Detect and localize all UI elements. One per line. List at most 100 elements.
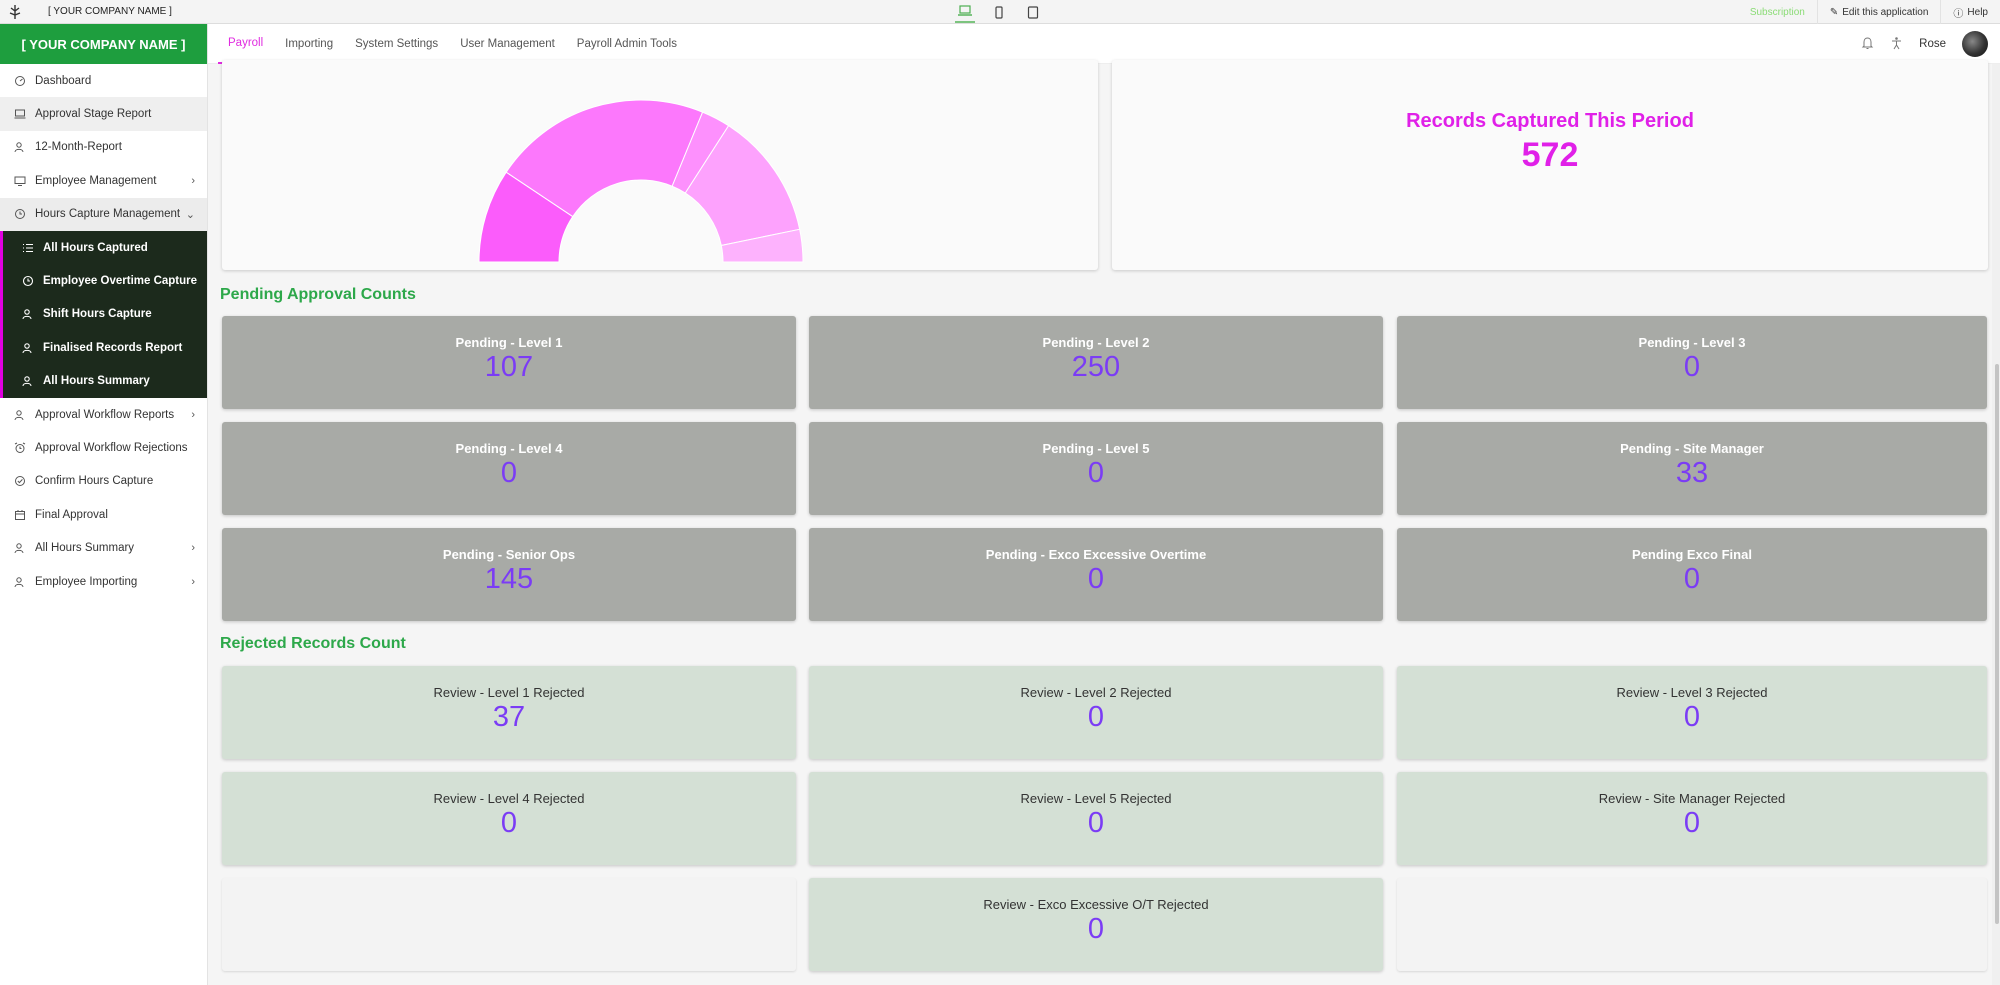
- rejected-tile[interactable]: Review - Level 1 Rejected 37: [222, 666, 796, 759]
- sidebar-item-approval-stage-report[interactable]: Approval Stage Report: [0, 97, 207, 131]
- accessibility-icon[interactable]: [1890, 36, 1903, 53]
- rejected-tile[interactable]: Review - Level 4 Rejected 0: [222, 772, 796, 865]
- rejected-tile[interactable]: Review - Exco Excessive O/T Rejected 0: [809, 878, 1383, 971]
- tile-value: 33: [1675, 457, 1709, 489]
- sidebar-item-final-approval[interactable]: Final Approval: [0, 498, 207, 531]
- tile-value: 107: [484, 351, 534, 383]
- sidebar-item-label: Hours Capture Management: [35, 208, 181, 221]
- half-donut-chart: [478, 99, 804, 263]
- tile-value: 37: [492, 701, 526, 733]
- tab-payroll[interactable]: Payroll: [218, 24, 274, 64]
- tile-value: 0: [1087, 807, 1105, 839]
- tile-label: Pending - Level 4: [455, 441, 563, 456]
- help-link[interactable]: ⓘ Help: [1940, 0, 2000, 24]
- pending-tile[interactable]: Pending - Senior Ops 145: [222, 528, 796, 621]
- tab-importing[interactable]: Importing: [285, 37, 334, 50]
- page-scrollbar[interactable]: [1992, 64, 2000, 985]
- records-value: 572: [1521, 136, 1579, 174]
- hours-capture-submenu: All Hours Captured Employee Overtime Cap…: [0, 230, 207, 398]
- tab-payroll-admin-tools[interactable]: Payroll Admin Tools: [576, 37, 677, 50]
- tab-user-management[interactable]: User Management: [460, 37, 555, 50]
- phone-icon[interactable]: [989, 1, 1009, 23]
- laptop-icon[interactable]: [955, 1, 975, 23]
- chart-slice[interactable]: [505, 99, 704, 218]
- sidebar-subitem-employee-overtime-capture[interactable]: Employee Overtime Capture: [3, 264, 207, 297]
- users-icon: [22, 342, 34, 354]
- tile-label: Review - Level 1 Rejected: [433, 685, 585, 700]
- sidebar-item-employee-importing[interactable]: Employee Importing ›: [0, 565, 207, 598]
- tile-label: Pending - Level 3: [1638, 335, 1746, 350]
- sidebar-item-label: 12-Month-Report: [35, 141, 122, 154]
- tile-value: 0: [1683, 807, 1701, 839]
- tile-label: Review - Site Manager Rejected: [1598, 791, 1786, 806]
- tile-value: 250: [1071, 351, 1121, 383]
- pending-tile[interactable]: Pending - Level 1 107: [222, 316, 796, 409]
- pending-tile[interactable]: Pending - Level 2 250: [809, 316, 1383, 409]
- sidebar-item-label: Confirm Hours Capture: [35, 475, 154, 488]
- sidebar-item-confirm-hours-capture[interactable]: Confirm Hours Capture: [0, 465, 207, 498]
- device-switcher: [955, 0, 1043, 24]
- sidebar-item-approval-workflow-rejections[interactable]: Approval Workflow Rejections: [0, 431, 207, 464]
- sidebar-subitem-finalised-records-report[interactable]: Finalised Records Report: [3, 331, 207, 364]
- sidebar-item-label: Employee Importing: [35, 575, 138, 588]
- sidebar-subitem-shift-hours-capture[interactable]: Shift Hours Capture: [3, 298, 207, 331]
- scrollbar-thumb[interactable]: [1995, 364, 1999, 924]
- top-bar: [ YOUR COMPANY NAME ] Subscription ✎ Edi…: [0, 0, 2000, 24]
- pending-tile[interactable]: Pending - Site Manager 33: [1397, 422, 1987, 515]
- sidebar-item-dashboard[interactable]: Dashboard: [0, 64, 207, 97]
- rejected-section-title: Rejected Records Count: [220, 635, 406, 652]
- app-logo-icon[interactable]: [0, 0, 30, 24]
- sidebar-item-all-hours-summary[interactable]: All Hours Summary ›: [0, 531, 207, 564]
- empty-tile: [222, 878, 796, 971]
- tablet-icon[interactable]: [1023, 1, 1043, 23]
- rejected-tile[interactable]: Review - Level 3 Rejected 0: [1397, 666, 1987, 759]
- rejected-tile[interactable]: Review - Level 2 Rejected 0: [809, 666, 1383, 759]
- tile-label: Pending - Level 5: [1042, 441, 1150, 456]
- chart-card: [222, 60, 1098, 270]
- tile-label: Pending - Exco Excessive Overtime: [985, 547, 1207, 562]
- chart-slice[interactable]: [720, 228, 804, 263]
- tile-label: Pending Exco Final: [1632, 547, 1752, 562]
- help-label: Help: [1967, 6, 1988, 18]
- calendar-icon: [14, 509, 26, 521]
- tile-label: Review - Exco Excessive O/T Rejected: [983, 897, 1209, 912]
- sidebar-brand[interactable]: [ YOUR COMPANY NAME ]: [0, 24, 207, 64]
- chevron-right-icon: ›: [191, 408, 195, 421]
- tile-value: 0: [1683, 351, 1701, 383]
- sidebar-item-approval-workflow-reports[interactable]: Approval Workflow Reports ›: [0, 398, 207, 431]
- top-navigation: Payroll Importing System Settings User M…: [208, 24, 2000, 64]
- help-icon: ⓘ: [1953, 8, 1964, 20]
- sidebar-subitem-label: Employee Overtime Capture: [43, 275, 198, 288]
- dashboard-icon: [14, 75, 26, 87]
- sidebar-item-employee-management[interactable]: Employee Management ›: [0, 164, 207, 197]
- tile-label: Pending - Level 1: [455, 335, 563, 350]
- rejected-tile[interactable]: Review - Level 5 Rejected 0: [809, 772, 1383, 865]
- avatar[interactable]: [1962, 31, 1988, 57]
- edit-application-link[interactable]: ✎ Edit this application: [1816, 0, 1941, 24]
- pending-tile[interactable]: Pending - Exco Excessive Overtime 0: [809, 528, 1383, 621]
- tile-label: Review - Level 4 Rejected: [433, 791, 585, 806]
- sidebar-subitem-all-hours-captured[interactable]: All Hours Captured: [3, 231, 207, 264]
- sidebar-subitem-all-hours-summary[interactable]: All Hours Summary: [3, 365, 207, 398]
- subscription-link[interactable]: Subscription: [1749, 6, 1805, 18]
- tile-value: 0: [1087, 457, 1105, 489]
- tile-label: Pending - Senior Ops: [442, 547, 576, 562]
- rejected-tile[interactable]: Review - Site Manager Rejected 0: [1397, 772, 1987, 865]
- alarm-clock-icon: [14, 442, 26, 454]
- bell-icon[interactable]: [1861, 36, 1874, 53]
- chevron-right-icon: ›: [191, 174, 195, 187]
- sidebar-item-hours-capture-management[interactable]: Hours Capture Management ⌄: [0, 197, 207, 231]
- tile-value: 0: [500, 807, 518, 839]
- tile-value: 145: [484, 563, 534, 595]
- sidebar-item-12-month-report[interactable]: 12-Month-Report: [0, 131, 207, 164]
- user-name[interactable]: Rose: [1919, 38, 1946, 50]
- pending-tile[interactable]: Pending Exco Final 0: [1397, 528, 1987, 621]
- tile-label: Pending - Site Manager: [1620, 441, 1764, 456]
- pencil-icon: ✎: [1829, 6, 1839, 18]
- tile-label: Review - Level 5 Rejected: [1020, 791, 1172, 806]
- tab-system-settings[interactable]: System Settings: [355, 37, 439, 50]
- chevron-right-icon: ›: [191, 542, 195, 555]
